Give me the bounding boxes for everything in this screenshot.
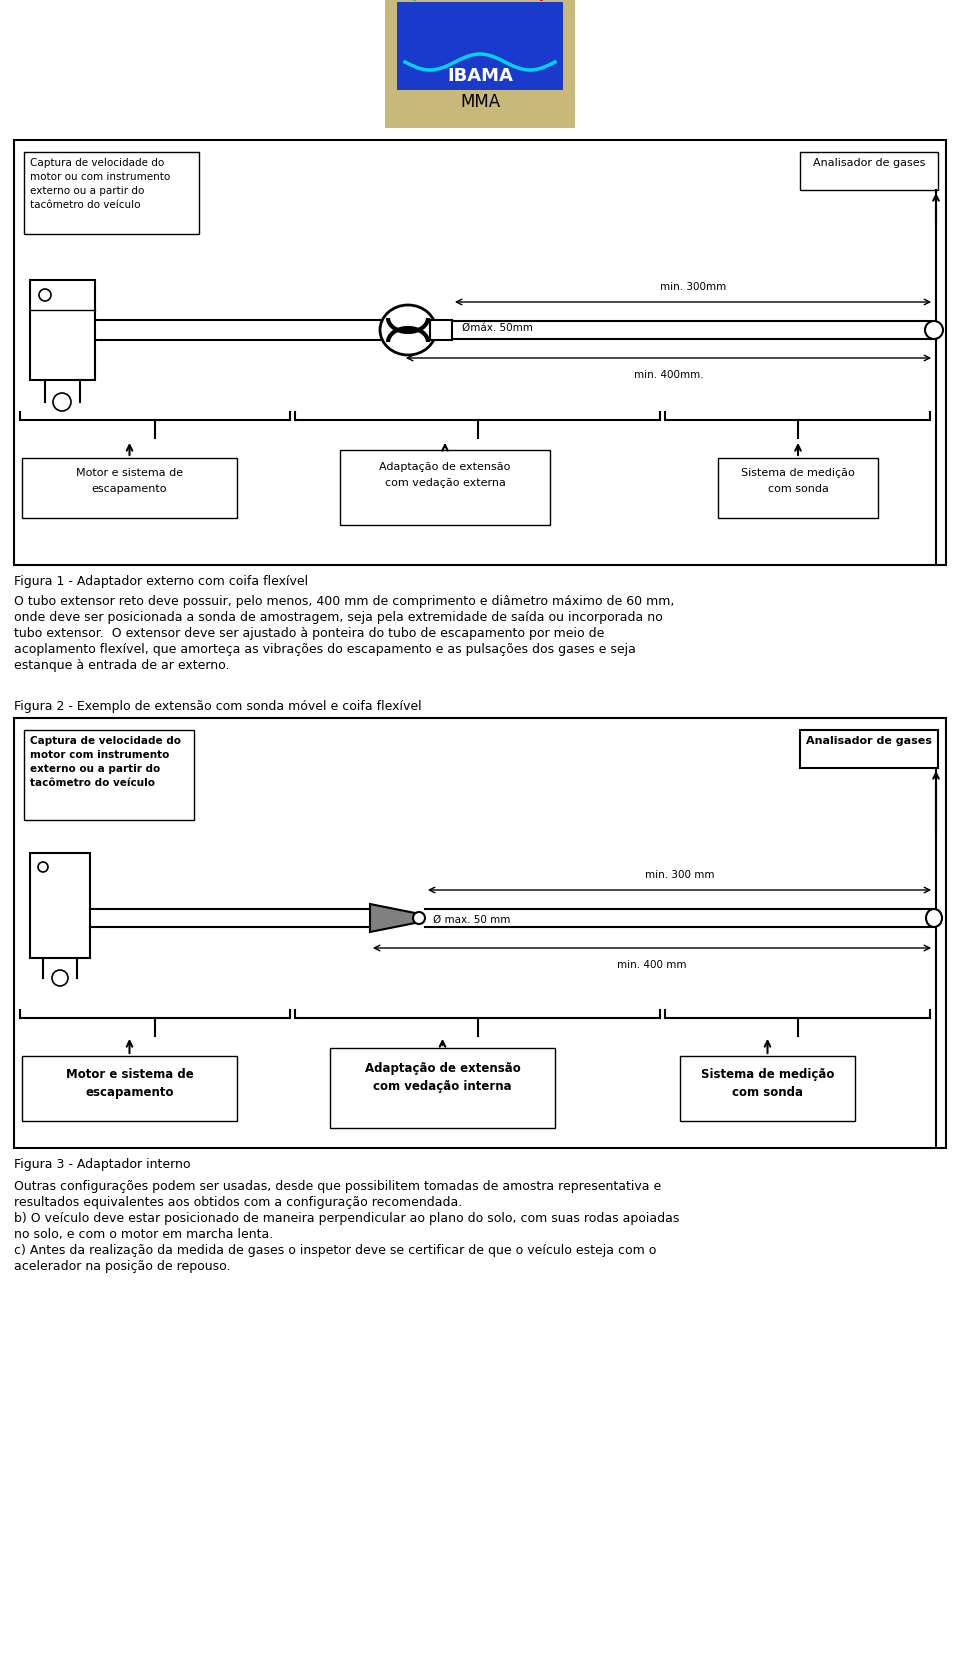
Bar xyxy=(22,1055,237,1121)
Bar xyxy=(385,0,575,129)
Text: tacômetro do veículo: tacômetro do veículo xyxy=(30,778,155,788)
Text: com sonda: com sonda xyxy=(768,484,828,494)
Text: Outras configurações podem ser usadas, desde que possibilitem tomadas de amostra: Outras configurações podem ser usadas, d… xyxy=(14,1181,661,1192)
Text: Figura 3 - Adaptador interno: Figura 3 - Adaptador interno xyxy=(14,1157,190,1171)
Text: MMA: MMA xyxy=(460,94,500,110)
Text: resultados equivalentes aos obtidos com a configuração recomendada.: resultados equivalentes aos obtidos com … xyxy=(14,1196,463,1209)
Text: Sistema de medição: Sistema de medição xyxy=(741,468,854,478)
Text: c) Antes da realização da medida de gases o inspetor deve se certificar de que o: c) Antes da realização da medida de gase… xyxy=(14,1244,657,1258)
Bar xyxy=(30,281,95,381)
Bar xyxy=(24,152,199,234)
Text: min. 400 mm: min. 400 mm xyxy=(617,960,686,970)
Bar xyxy=(397,2,563,90)
Text: Captura de velocidade do: Captura de velocidade do xyxy=(30,159,164,169)
Text: com vedação externa: com vedação externa xyxy=(385,478,505,488)
Text: Analisador de gases: Analisador de gases xyxy=(813,159,925,169)
Text: min. 300 mm: min. 300 mm xyxy=(645,870,714,880)
Text: externo ou a partir do: externo ou a partir do xyxy=(30,185,144,195)
Text: tacômetro do veículo: tacômetro do veículo xyxy=(30,200,140,210)
Bar xyxy=(14,140,946,564)
Bar xyxy=(14,718,946,1147)
Bar xyxy=(24,730,194,820)
Bar xyxy=(800,730,938,768)
Text: motor com instrumento: motor com instrumento xyxy=(30,750,169,760)
Text: min. 400mm.: min. 400mm. xyxy=(634,371,704,381)
Text: escapamento: escapamento xyxy=(85,1086,174,1099)
Text: Adaptação de extensão: Adaptação de extensão xyxy=(379,463,511,473)
Text: com sonda: com sonda xyxy=(732,1086,803,1099)
Polygon shape xyxy=(370,903,415,932)
Bar xyxy=(680,1055,855,1121)
Text: acelerador na posição de repouso.: acelerador na posição de repouso. xyxy=(14,1259,230,1273)
Text: Motor e sistema de: Motor e sistema de xyxy=(65,1069,193,1080)
Text: onde deve ser posicionada a sonda de amostragem, seja pela extremidade de saída : onde deve ser posicionada a sonda de amo… xyxy=(14,611,662,625)
Text: com vedação interna: com vedação interna xyxy=(373,1080,512,1092)
Circle shape xyxy=(52,970,68,985)
Ellipse shape xyxy=(926,908,942,927)
Bar xyxy=(430,321,452,341)
Text: Figura 2 - Exemplo de extensão com sonda móvel e coifa flexível: Figura 2 - Exemplo de extensão com sonda… xyxy=(14,700,421,713)
Text: no solo, e com o motor em marcha lenta.: no solo, e com o motor em marcha lenta. xyxy=(14,1227,274,1241)
Text: Ømáx. 50mm: Ømáx. 50mm xyxy=(462,322,533,332)
Text: Analisador de gases: Analisador de gases xyxy=(806,736,932,746)
Text: estanque à entrada de ar externo.: estanque à entrada de ar externo. xyxy=(14,660,229,671)
Ellipse shape xyxy=(380,306,436,356)
Ellipse shape xyxy=(925,321,943,339)
Text: O tubo extensor reto deve possuir, pelo menos, 400 mm de comprimento e diâmetro : O tubo extensor reto deve possuir, pelo … xyxy=(14,595,674,608)
Text: Motor e sistema de: Motor e sistema de xyxy=(76,468,183,478)
Text: Figura 1 - Adaptador externo com coifa flexível: Figura 1 - Adaptador externo com coifa f… xyxy=(14,574,308,588)
Text: externo ou a partir do: externo ou a partir do xyxy=(30,763,160,773)
Text: escapamento: escapamento xyxy=(92,484,167,494)
Ellipse shape xyxy=(413,912,425,924)
Bar xyxy=(22,458,237,518)
Circle shape xyxy=(39,289,51,301)
Text: Sistema de medição: Sistema de medição xyxy=(701,1069,834,1080)
Circle shape xyxy=(38,862,48,872)
Text: IBAMA: IBAMA xyxy=(447,67,513,85)
Text: motor ou com instrumento: motor ou com instrumento xyxy=(30,172,170,182)
Bar xyxy=(30,853,90,959)
Text: Ø max. 50 mm: Ø max. 50 mm xyxy=(433,915,511,925)
Text: Adaptação de extensão: Adaptação de extensão xyxy=(365,1062,520,1075)
Bar xyxy=(330,1049,555,1127)
Text: min. 300mm: min. 300mm xyxy=(660,282,726,292)
Bar xyxy=(800,152,938,190)
Text: acoplamento flexível, que amorteça as vibrações do escapamento e as pulsações do: acoplamento flexível, que amorteça as vi… xyxy=(14,643,636,656)
Text: b) O veículo deve estar posicionado de maneira perpendicular ao plano do solo, c: b) O veículo deve estar posicionado de m… xyxy=(14,1212,680,1226)
Bar xyxy=(718,458,878,518)
Text: Captura de velocidade do: Captura de velocidade do xyxy=(30,736,181,746)
Circle shape xyxy=(53,392,71,411)
Text: tubo extensor.  O extensor deve ser ajustado à ponteira do tubo de escapamento p: tubo extensor. O extensor deve ser ajust… xyxy=(14,626,605,640)
Bar xyxy=(340,449,550,524)
